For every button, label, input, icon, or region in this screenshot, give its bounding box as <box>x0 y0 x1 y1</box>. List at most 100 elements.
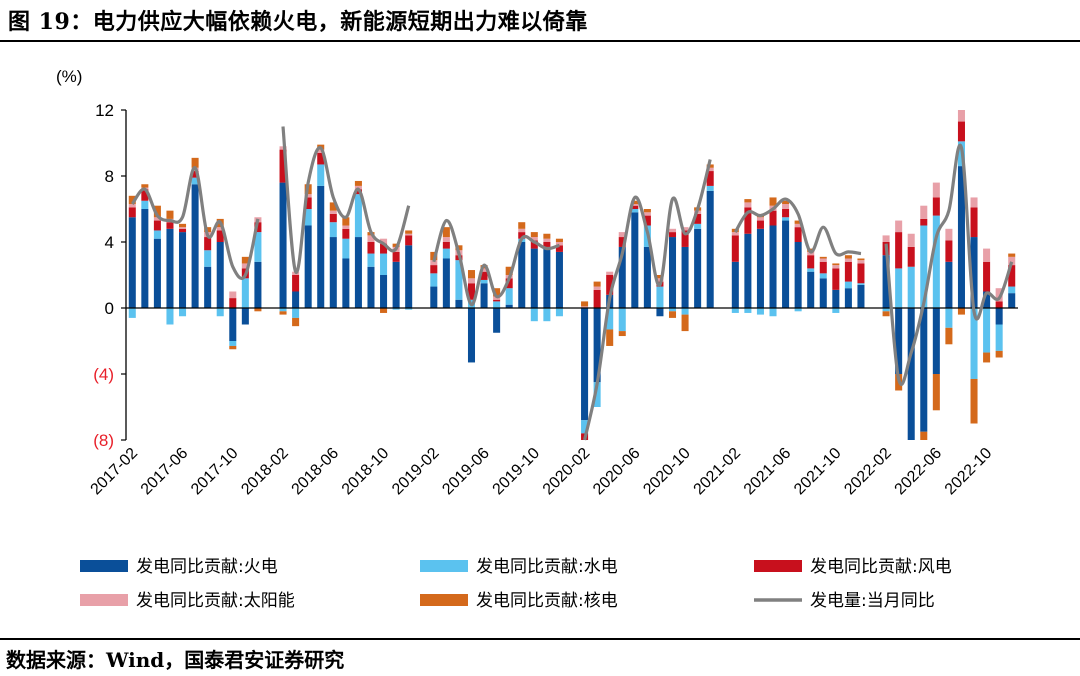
x-tick-label: 2022-10 <box>942 445 996 499</box>
bar-2019-06-s0 <box>480 283 488 308</box>
x-tick-label: 2021-06 <box>741 445 795 499</box>
bar-2022-06-s4 <box>932 374 940 411</box>
bar-2018-12-s1 <box>405 308 413 310</box>
bar-2017-02-s1 <box>128 308 136 318</box>
bar-2022-07-s1 <box>945 308 953 328</box>
bar-2021-07-s3 <box>794 223 802 228</box>
legend-label-0: 发电同比贡献:火电 <box>136 557 278 577</box>
bar-2017-02-s0 <box>128 217 136 308</box>
bar-2019-12-s1 <box>555 308 563 317</box>
source-divider <box>0 638 1080 640</box>
bar-2021-02-s0 <box>731 261 739 308</box>
bar-2018-10-s2 <box>380 243 388 254</box>
x-tick-label: 2019-06 <box>439 445 493 499</box>
bar-2020-07-s0 <box>643 246 651 308</box>
source-note: 数据来源：Wind，国泰君安证券研究 <box>6 648 345 672</box>
bar-2022-12-s2 <box>1008 265 1016 287</box>
bar-2022-06-s0 <box>932 308 940 374</box>
bar-2020-07-s2 <box>643 215 651 226</box>
bar-2019-02-s1 <box>430 273 438 287</box>
yoy-line-segment-2 <box>432 218 560 307</box>
bar-2022-09-s1 <box>970 308 978 379</box>
bar-2021-07-s2 <box>794 227 802 242</box>
bar-2022-11-s4 <box>995 350 1003 358</box>
bar-2018-08-s1 <box>354 194 362 238</box>
legend-swatch-2 <box>754 560 802 572</box>
bar-2018-11-s0 <box>392 261 400 308</box>
bar-2022-05-s1 <box>920 225 928 308</box>
bar-2020-11-s0 <box>694 228 702 308</box>
bar-2022-08-s4 <box>957 308 965 315</box>
bar-2017-10-s2 <box>229 298 237 308</box>
bar-2018-06-s0 <box>329 237 337 308</box>
bar-2020-08-s1 <box>656 286 664 308</box>
legend-label-1: 发电同比贡献:水电 <box>476 557 618 577</box>
bar-2017-03-s4 <box>141 184 149 188</box>
bar-2020-02-s0 <box>581 308 589 421</box>
bar-2021-04-s3 <box>756 217 764 221</box>
bar-2022-09-s2 <box>970 207 978 238</box>
bar-2017-08-s2 <box>204 237 212 251</box>
bar-2020-04-s3 <box>606 271 614 275</box>
bar-2022-02-s0 <box>882 255 890 308</box>
x-tick-label: 2017-02 <box>88 445 142 499</box>
x-tick-label: 2021-02 <box>691 445 745 499</box>
bar-2019-10-s2 <box>530 240 538 249</box>
y-axis: 12 8 4 0 (4) (8) <box>93 101 127 450</box>
bar-2022-04-s1 <box>907 266 915 308</box>
bar-2020-12-s2 <box>706 171 714 186</box>
bar-2017-06-s2 <box>179 228 187 233</box>
bar-2020-10-s0 <box>681 246 689 308</box>
bar-2018-05-s0 <box>317 185 325 308</box>
bar-2021-06-s3 <box>782 204 790 209</box>
legend-label-5: 发电量:当月同比 <box>810 591 935 611</box>
bar-2020-05-s4 <box>618 331 626 337</box>
bar-2020-04-s1 <box>606 308 614 330</box>
bar-2022-05-s3 <box>920 205 928 219</box>
bar-2017-11-s1 <box>241 278 249 308</box>
bar-2019-08-s2 <box>505 278 513 289</box>
bar-2022-07-s3 <box>945 228 953 241</box>
bar-2019-11-s4 <box>543 233 551 239</box>
bar-2020-06-s0 <box>631 212 639 308</box>
bar-2022-12-s4 <box>1008 253 1016 257</box>
bar-2019-12-s2 <box>555 245 563 252</box>
bar-2020-10-s4 <box>681 314 689 332</box>
bar-2021-11-s3 <box>844 258 852 262</box>
bar-2017-07-s1 <box>191 177 199 185</box>
bar-2018-05-s2 <box>317 152 325 165</box>
bar-2022-11-s3 <box>995 288 1003 302</box>
bar-2017-10-s1 <box>229 341 237 346</box>
bar-2021-07-s1 <box>794 308 802 312</box>
bar-2018-07-s0 <box>342 258 350 308</box>
bar-2020-09-s0 <box>668 237 677 308</box>
bar-2022-08-s2 <box>957 121 965 142</box>
bar-2022-10-s4 <box>983 352 991 363</box>
bar-2022-10-s2 <box>983 261 991 292</box>
bar-2021-06-s4 <box>782 200 790 205</box>
bar-2020-06-s3 <box>631 204 639 206</box>
bar-2019-09-s2 <box>518 232 526 239</box>
bar-2017-08-s0 <box>204 266 212 308</box>
bar-2017-09-s3 <box>216 227 224 231</box>
bar-2017-06-s0 <box>179 232 187 308</box>
legend-swatch-0 <box>80 560 128 572</box>
bar-2020-08-s4 <box>656 275 664 279</box>
bar-2020-07-s4 <box>643 209 651 213</box>
bar-layer <box>126 110 1018 440</box>
bar-2021-02-s3 <box>731 232 739 236</box>
bar-2019-04-s0 <box>455 299 463 308</box>
bar-2019-11-s1 <box>543 308 551 322</box>
bar-2018-07-s4 <box>342 217 350 226</box>
bar-2018-06-s4 <box>329 202 337 211</box>
bar-2021-08-s1 <box>807 268 815 272</box>
bar-2019-02-s0 <box>430 286 438 308</box>
bar-2018-05-s3 <box>317 149 325 153</box>
bar-2018-04-s3 <box>304 194 312 198</box>
bar-2022-12-s1 <box>1008 286 1016 294</box>
bar-2021-11-s2 <box>844 261 852 282</box>
bar-2018-10-s3 <box>380 238 388 244</box>
bar-2022-03-s3 <box>895 220 903 233</box>
figure-title: 图 19：电力供应大幅依赖火电，新能源短期出力难以倚靠 <box>8 9 588 35</box>
